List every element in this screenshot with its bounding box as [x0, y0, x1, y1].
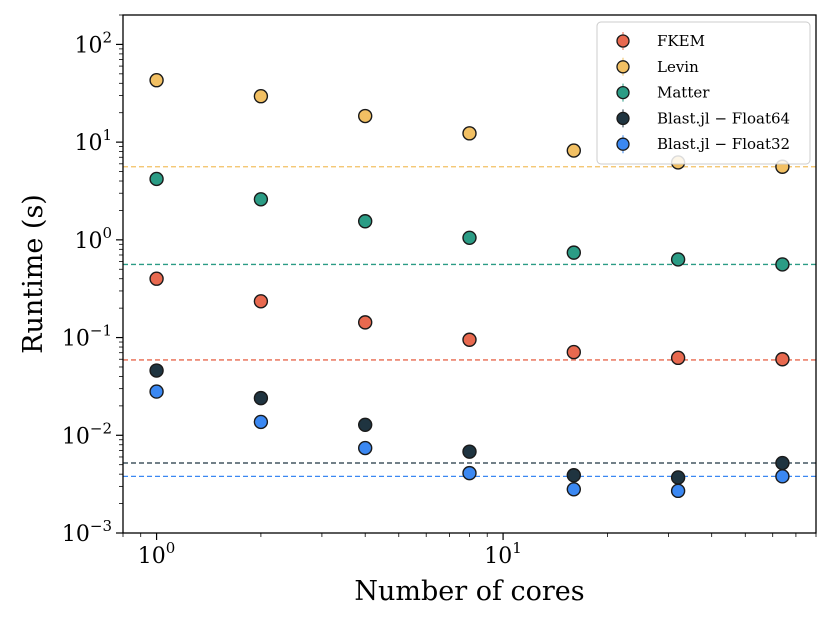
x-axis-label: Number of cores	[354, 576, 584, 607]
legend-marker	[616, 137, 630, 151]
legend-marker	[616, 85, 630, 100]
data-point	[253, 390, 269, 406]
data-point	[462, 126, 477, 141]
y-tick-label: 100	[74, 224, 112, 254]
data-point	[462, 332, 477, 347]
data-point	[357, 417, 373, 433]
data-point	[462, 230, 477, 245]
data-point	[253, 192, 269, 207]
axis-ticks	[116, 14, 817, 540]
legend-marker	[616, 60, 630, 74]
data-point	[670, 470, 686, 485]
legend-label: Blast.jl − Float64	[657, 109, 790, 127]
data-point	[462, 444, 477, 459]
x-tick-label: 101	[484, 539, 522, 569]
data-point	[253, 294, 269, 309]
data-point	[357, 108, 373, 124]
legend-marker	[616, 34, 630, 48]
y-tick-label: 10−3	[62, 517, 112, 547]
legend-marker	[616, 111, 630, 126]
data-point	[357, 440, 373, 456]
data-point	[670, 350, 686, 366]
data-point	[149, 363, 164, 378]
data-point	[775, 469, 790, 484]
data-point	[462, 465, 477, 481]
y-tick-label: 101	[74, 126, 112, 156]
y-tick-label: 102	[74, 28, 112, 58]
data-point	[775, 352, 790, 367]
legend: FKEM Levin Matter Blast.jl − Float64 Blast.j…	[596, 21, 811, 165]
data-point	[149, 171, 164, 187]
data-point	[566, 143, 582, 158]
reference-lines	[123, 166, 816, 477]
legend-box	[596, 21, 811, 165]
data-point	[566, 468, 582, 483]
data-point	[670, 252, 686, 267]
tick-labels: 100 101 10−3 10−2 10−1 100 101 102	[62, 28, 522, 569]
y-tick-label: 10−1	[62, 322, 112, 352]
data-point	[149, 73, 164, 88]
data-point	[775, 257, 790, 272]
data-points	[149, 73, 790, 499]
y-tick-label: 10−2	[62, 419, 112, 449]
x-tick-label: 100	[138, 539, 176, 569]
data-point	[566, 245, 582, 260]
data-point	[775, 455, 790, 471]
legend-label: Levin	[657, 58, 699, 76]
legend-label: Blast.jl − Float32	[657, 135, 790, 153]
data-point	[253, 89, 269, 104]
data-point	[357, 214, 373, 229]
data-point	[566, 482, 582, 497]
data-point	[149, 384, 164, 399]
data-point	[670, 483, 686, 499]
data-point	[253, 414, 269, 430]
data-point	[149, 271, 164, 286]
legend-label: FKEM	[657, 32, 705, 50]
data-point	[566, 344, 582, 360]
y-axis-label: Runtime (s)	[18, 194, 49, 354]
legend-label: Matter	[657, 84, 710, 102]
data-point	[357, 315, 373, 330]
